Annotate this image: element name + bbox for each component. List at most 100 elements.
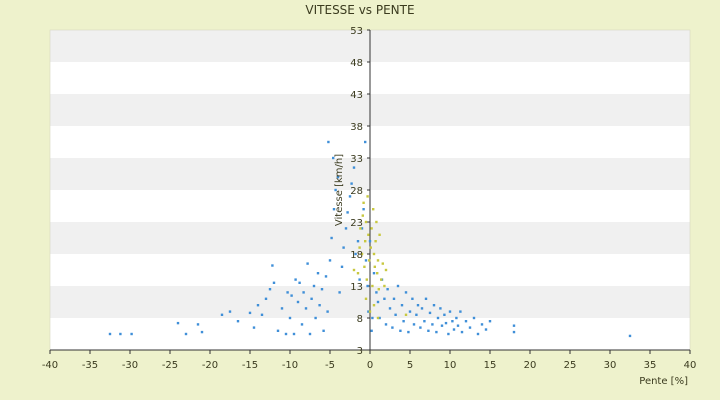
data-point — [358, 278, 361, 281]
data-point — [512, 330, 516, 334]
data-point — [362, 201, 365, 204]
data-point — [366, 195, 369, 198]
data-point — [439, 307, 442, 310]
data-point — [248, 311, 252, 315]
data-point — [286, 291, 289, 294]
data-point — [322, 329, 325, 332]
data-point — [369, 246, 372, 249]
x-tick-label: 40 — [684, 360, 697, 371]
data-point — [364, 140, 367, 144]
data-point — [365, 278, 368, 281]
data-point — [366, 284, 369, 288]
data-point — [372, 252, 376, 256]
x-tick-label: -5 — [325, 360, 335, 371]
data-point — [420, 307, 424, 310]
data-point — [472, 316, 476, 320]
data-point — [320, 288, 324, 291]
data-point — [288, 316, 292, 320]
data-point — [381, 262, 384, 265]
data-point — [447, 332, 450, 336]
data-point — [220, 313, 224, 316]
data-point — [358, 246, 361, 249]
data-point — [200, 330, 204, 334]
data-point — [364, 259, 368, 262]
data-point — [404, 291, 408, 294]
data-point — [386, 288, 389, 291]
data-point — [176, 321, 180, 325]
data-point — [402, 320, 405, 323]
x-tick-label: 5 — [407, 360, 413, 371]
data-point — [412, 323, 416, 326]
data-point — [459, 310, 462, 313]
data-point — [383, 284, 386, 288]
data-point — [228, 310, 232, 313]
data-point — [378, 316, 381, 320]
y-tick-label: 8 — [357, 314, 363, 325]
data-point — [356, 240, 360, 243]
x-tick-label: -15 — [242, 360, 258, 371]
data-point — [363, 265, 366, 268]
data-point — [404, 313, 408, 316]
data-point — [292, 332, 296, 336]
x-tick-labels: -40 -35 -30 -25 -20 -15 -10 -5 0 5 10 15 20 25 30 35 40 — [42, 360, 697, 371]
data-point — [480, 323, 484, 326]
data-point — [370, 329, 373, 332]
data-point — [455, 316, 458, 320]
data-point — [415, 313, 418, 316]
data-point — [316, 272, 320, 275]
data-point — [336, 176, 340, 179]
data-point — [371, 284, 374, 288]
data-point — [302, 291, 305, 294]
data-point — [344, 227, 348, 230]
data-point — [456, 324, 460, 327]
data-point — [367, 233, 370, 236]
x-tick-label: -40 — [42, 360, 58, 371]
data-point — [184, 332, 188, 336]
data-point — [448, 310, 452, 313]
x-tick-label: -30 — [122, 360, 138, 371]
data-point — [443, 313, 446, 316]
data-point — [468, 326, 472, 329]
data-point — [256, 304, 260, 307]
data-point — [332, 208, 336, 211]
x-tick-label: 20 — [524, 360, 537, 371]
data-point — [271, 264, 274, 267]
data-point — [332, 156, 335, 160]
y-tick-label: 3 — [357, 346, 363, 357]
data-point — [362, 208, 365, 211]
data-point — [306, 262, 309, 265]
x-tick-label: 30 — [604, 360, 617, 371]
data-point — [488, 320, 492, 323]
data-point — [308, 332, 312, 336]
data-point — [376, 316, 380, 320]
x-tick-label: 35 — [644, 360, 657, 371]
data-point — [368, 240, 372, 243]
y-tick-label: 53 — [350, 26, 363, 37]
data-point — [460, 330, 464, 334]
x-tick-label: -20 — [202, 360, 218, 371]
data-point — [427, 329, 430, 332]
data-point — [318, 304, 321, 307]
data-point — [359, 227, 362, 230]
y-tick-label: 13 — [350, 282, 363, 293]
data-point — [360, 252, 364, 256]
data-point — [444, 321, 448, 325]
data-point — [476, 332, 480, 336]
data-point — [396, 284, 400, 288]
y-tick-label: 23 — [350, 218, 363, 229]
data-point — [380, 278, 383, 281]
x-axis-label: Pente [%] — [639, 376, 688, 387]
data-point — [440, 324, 444, 327]
data-point — [360, 227, 364, 230]
data-point — [370, 227, 373, 230]
x-tick-label: -25 — [162, 360, 178, 371]
data-point — [346, 211, 349, 214]
data-point — [290, 294, 293, 297]
data-point — [375, 291, 378, 294]
data-point — [236, 320, 240, 323]
data-point — [435, 330, 438, 334]
data-point — [340, 265, 344, 268]
y-tick-label: 43 — [350, 90, 363, 101]
